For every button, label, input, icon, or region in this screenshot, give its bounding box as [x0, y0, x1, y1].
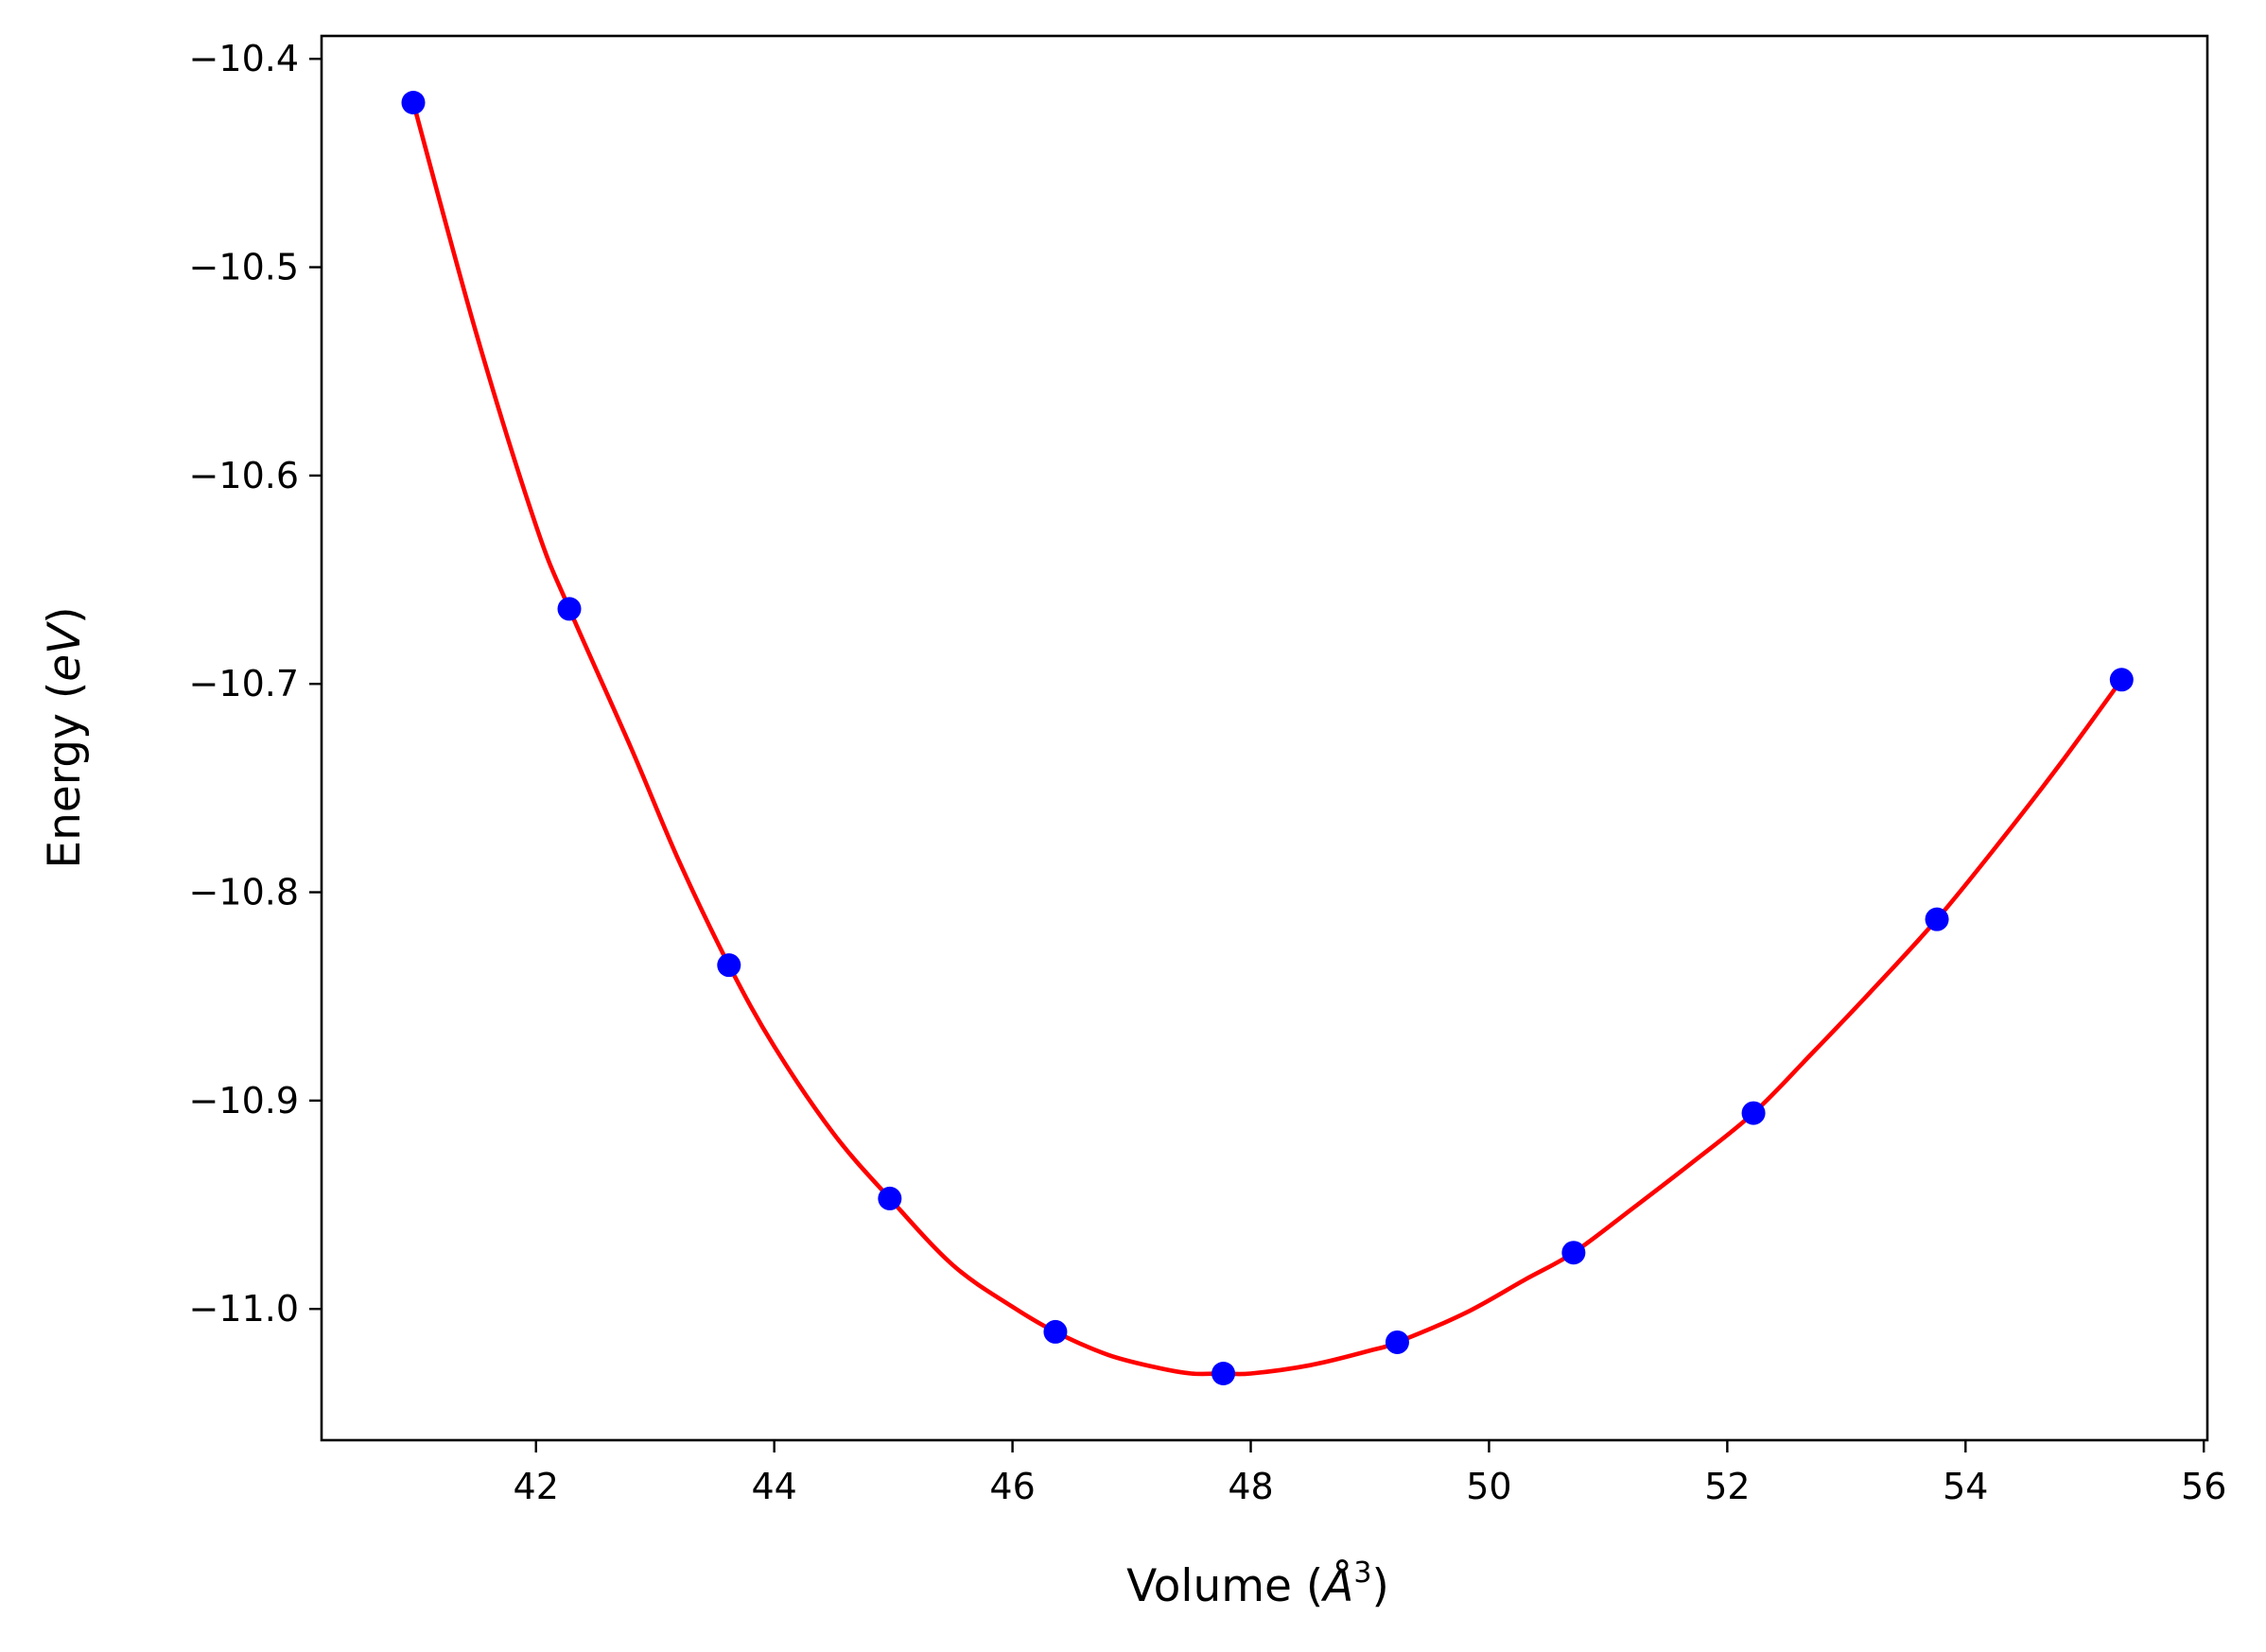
data-point	[1043, 1319, 1068, 1344]
y-tick-label: −11.0	[189, 1288, 299, 1330]
x-tick-label: 56	[2181, 1466, 2226, 1507]
data-point	[2109, 668, 2134, 692]
y-tick-label: −10.8	[189, 872, 299, 913]
y-tick-label: −10.7	[189, 663, 299, 704]
y-tick-label: −10.4	[189, 38, 299, 79]
fit-curve	[410, 100, 2124, 1377]
y-tick-label: −10.5	[189, 247, 299, 288]
data-point	[557, 597, 582, 621]
x-axis-label-superscript: 3	[1353, 1556, 1371, 1590]
data-point	[401, 91, 426, 115]
x-axis-label-symbol: Å	[1320, 1560, 1353, 1612]
data-point	[1741, 1101, 1766, 1125]
x-tick-label: 48	[1228, 1466, 1273, 1507]
x-tick-label: 42	[514, 1466, 559, 1507]
x-axis-label-suffix: )	[1372, 1560, 1389, 1612]
data-point	[717, 953, 741, 978]
y-tick-label: −10.9	[189, 1080, 299, 1122]
y-tick-label: −10.6	[189, 455, 299, 496]
data-point	[1211, 1361, 1236, 1385]
y-axis-label: Energy (eV)	[39, 606, 91, 868]
data-point	[1925, 907, 1949, 931]
fit-curve-layer	[410, 100, 2124, 1377]
data-point	[1385, 1330, 1409, 1354]
x-tick-label: 46	[989, 1466, 1035, 1507]
y-axis-label-prefix: Energy (	[39, 682, 91, 869]
data-points-layer	[401, 91, 2134, 1385]
data-point	[1561, 1241, 1586, 1265]
x-axis-ticks: 42 44 46 48 50 52 54 56	[514, 1440, 2226, 1507]
x-axis-label-prefix: Volume (	[1126, 1560, 1323, 1612]
y-axis-label-suffix: )	[39, 606, 91, 623]
x-axis-label: Volume (Å3)	[1126, 1556, 1389, 1612]
x-tick-label: 52	[1704, 1466, 1750, 1507]
plot-area-frame	[320, 34, 2209, 1442]
data-point	[878, 1186, 902, 1210]
x-tick-label: 54	[1943, 1466, 1988, 1507]
x-tick-label: 44	[751, 1466, 796, 1507]
y-axis-label-unit: eV	[39, 621, 91, 682]
x-tick-label: 50	[1466, 1466, 1511, 1507]
y-axis-ticks: −10.4 −10.5 −10.6 −10.7 −10.8 −10.9 −11.0	[189, 38, 322, 1330]
